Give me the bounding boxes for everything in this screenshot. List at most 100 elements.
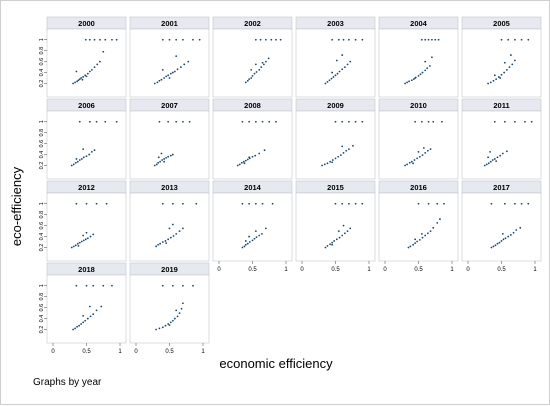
frontier-point — [248, 202, 251, 205]
data-point — [75, 70, 78, 73]
data-point — [418, 155, 421, 158]
data-point — [420, 232, 423, 235]
data-point — [161, 326, 164, 329]
frontier-point — [354, 202, 357, 205]
frontier-point — [279, 38, 282, 41]
data-point — [248, 241, 251, 243]
x-tick-label: 0.5 — [165, 349, 174, 355]
y-tick-label: 1 — [39, 284, 45, 287]
panel-title: 2010 — [410, 101, 427, 110]
data-point — [508, 66, 511, 69]
frontier-point — [437, 38, 440, 41]
data-point — [341, 145, 344, 148]
panel-2017: 2017 0 0.5 1 — [461, 180, 542, 273]
data-point — [163, 77, 166, 79]
data-point — [412, 78, 415, 81]
data-point — [160, 78, 163, 81]
frontier-point — [490, 202, 493, 205]
frontier-point — [417, 202, 420, 205]
frontier-point — [420, 38, 423, 41]
frontier-point — [524, 120, 526, 123]
frontier-point — [530, 120, 533, 123]
y-tick-label: 0.4 — [39, 151, 45, 159]
data-point — [253, 237, 256, 240]
x-tick-label: 1 — [533, 267, 537, 273]
data-point — [409, 245, 412, 248]
data-point — [84, 74, 87, 77]
data-point — [331, 161, 334, 164]
frontier-point — [414, 120, 417, 123]
y-tick-label: 0.2 — [39, 244, 45, 252]
data-point — [413, 159, 416, 161]
frontier-point — [434, 38, 437, 41]
data-point — [78, 241, 81, 244]
data-point — [490, 246, 493, 249]
frontier-point — [241, 202, 244, 205]
data-point — [72, 163, 75, 166]
data-point — [176, 68, 179, 71]
data-point — [77, 79, 80, 82]
data-point — [498, 241, 501, 244]
frontier-point — [198, 38, 201, 41]
frontier-point — [514, 38, 516, 41]
frontier-point — [261, 202, 264, 205]
data-point — [331, 71, 334, 74]
data-point — [164, 324, 167, 327]
data-point — [70, 164, 73, 167]
data-point — [178, 230, 181, 233]
data-point — [499, 154, 502, 157]
panel-title: 2002 — [244, 19, 261, 28]
data-point — [156, 81, 159, 84]
data-point — [424, 152, 427, 154]
data-point — [410, 160, 413, 163]
data-point — [341, 54, 344, 56]
frontier-point — [161, 202, 164, 205]
data-point — [406, 163, 409, 166]
data-point — [167, 155, 170, 158]
y-tick-label: 0.2 — [39, 80, 45, 88]
data-point — [74, 327, 77, 330]
data-point — [338, 70, 341, 73]
data-point — [251, 155, 254, 158]
data-point — [72, 82, 74, 85]
data-point — [168, 227, 171, 230]
frontier-point — [75, 202, 78, 205]
frontier-point — [443, 202, 445, 205]
data-point — [338, 236, 341, 239]
data-point — [260, 232, 263, 235]
panel-2009: 2009 — [295, 98, 376, 180]
frontier-point — [85, 284, 88, 287]
data-point — [267, 57, 270, 60]
data-point — [491, 159, 494, 161]
data-point — [419, 73, 422, 76]
panel-title: 2015 — [327, 183, 344, 192]
panel-title: 2017 — [493, 183, 510, 192]
data-point — [169, 154, 172, 157]
data-point — [244, 240, 247, 242]
data-point — [78, 324, 81, 327]
data-point — [240, 161, 243, 164]
frontier-point — [348, 202, 350, 205]
data-point — [496, 242, 499, 245]
data-point — [167, 74, 170, 77]
y-tick-label: 0.8 — [39, 129, 45, 137]
data-point — [439, 218, 441, 220]
data-point — [346, 63, 349, 66]
data-point — [334, 74, 337, 77]
data-point — [410, 79, 413, 82]
data-point — [76, 80, 79, 83]
data-point — [175, 55, 178, 58]
data-point — [341, 68, 344, 71]
data-point — [93, 149, 96, 152]
data-point — [171, 71, 174, 74]
panel-2012: 2012 0.2 0.4 0.6 0.8 1 — [39, 180, 127, 262]
x-tick-label: 1 — [201, 349, 205, 355]
data-point — [90, 150, 93, 153]
data-point — [161, 159, 164, 161]
data-point — [82, 321, 85, 324]
data-point — [424, 234, 427, 237]
data-point — [86, 237, 89, 240]
frontier-point — [427, 202, 430, 205]
frontier-point — [104, 38, 107, 41]
data-point — [153, 82, 156, 85]
